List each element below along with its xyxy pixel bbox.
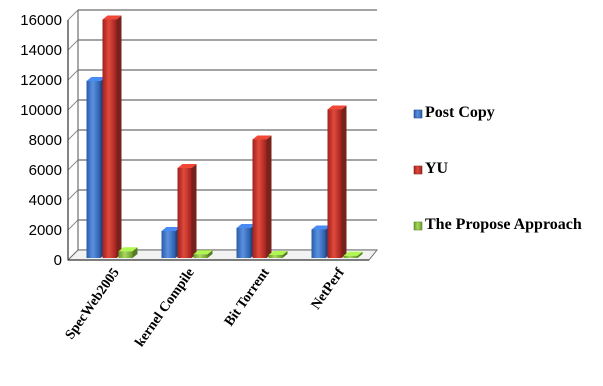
bar-yu-bit-torrent: [252, 135, 272, 258]
x-tick-label: kernel Compile: [133, 266, 198, 350]
legend-label: YU: [425, 160, 449, 177]
y-tick-label: 12000: [20, 72, 62, 89]
bar-yu-netperf: [327, 105, 347, 258]
x-tick-labels: SpecWeb2005 kernel Compile Bit Torrent NetP…: [63, 265, 348, 349]
gridline-depth: [67, 189, 79, 201]
legend-swatch: [413, 165, 423, 175]
y-tick-label: 8000: [29, 132, 62, 149]
legend-item: Post Copy: [413, 104, 495, 121]
y-tick-label: 16000: [20, 12, 62, 29]
gridline-depth: [67, 99, 79, 111]
y-tick-label: 14000: [20, 42, 62, 59]
gridline-depth: [67, 69, 79, 81]
x-tick-label: NetPerf: [309, 265, 348, 312]
bar-yu-specweb2005: [102, 15, 122, 258]
y-tick-label: 0: [54, 252, 62, 269]
gridlines: 0 2000 4000 6000 8000 10000 12000 14000 16000: [20, 9, 377, 269]
bar-the-propose-approach-netperf: [343, 251, 363, 258]
legend-item: The Propose Approach: [413, 216, 582, 233]
legend: Post Copy YU The Propose Approach: [413, 104, 582, 233]
legend-swatch: [413, 221, 423, 231]
bar-the-propose-approach-bit-torrent: [268, 251, 288, 258]
legend-label: The Propose Approach: [425, 216, 582, 233]
bar-the-propose-approach-specweb2005: [118, 247, 138, 258]
legend-swatch: [413, 109, 423, 119]
gridline-depth: [67, 219, 79, 231]
axes: [66, 10, 379, 261]
y-tick-label: 2000: [29, 222, 62, 239]
legend-item: YU: [413, 160, 449, 177]
gridline-depth: [67, 159, 79, 171]
x-tick-label: Bit Torrent: [222, 265, 273, 329]
bars: [86, 15, 363, 258]
x-tick-label: SpecWeb2005: [63, 266, 123, 343]
y-tick-label: 4000: [29, 192, 62, 209]
gridline-depth: [67, 129, 79, 141]
legend-label: Post Copy: [425, 104, 495, 121]
y-tick-label: 6000: [29, 162, 62, 179]
gridline-depth: [67, 39, 79, 51]
bar-yu-kernel-compile: [177, 164, 197, 258]
y-tick-label: 10000: [20, 102, 62, 119]
bar-the-propose-approach-kernel-compile: [193, 250, 213, 258]
gridline-depth: [67, 9, 79, 21]
